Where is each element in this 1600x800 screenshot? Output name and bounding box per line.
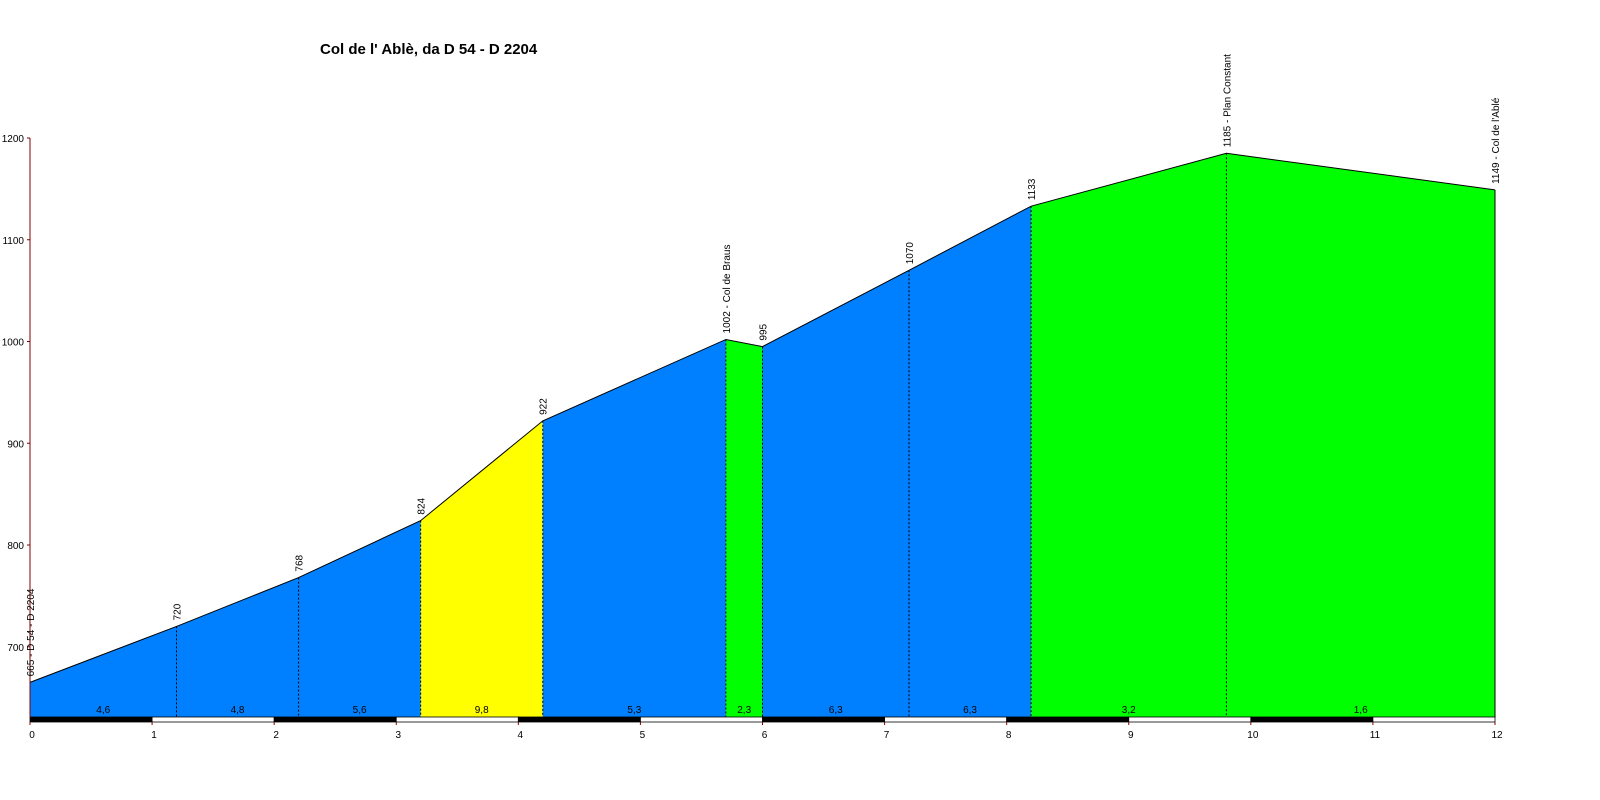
x-tick-label-0: 0 xyxy=(29,730,35,741)
segment-fill-5 xyxy=(725,339,763,718)
gradient-labels: 4,6 4,8 5,6 9,8 5,3 2,3 6,3 6,3 3,2 1,6 xyxy=(96,705,1368,716)
x-tick-label-11: 11 xyxy=(1370,730,1381,741)
point-label-7: 1070 xyxy=(905,242,916,265)
gradient-label-3: 9,8 xyxy=(475,705,489,716)
point-label-4: 922 xyxy=(539,398,550,415)
x-tick-label-4: 4 xyxy=(518,730,524,741)
gradient-label-0: 4,6 xyxy=(96,705,110,716)
profile-fills xyxy=(30,153,1495,718)
gradient-label-4: 5,3 xyxy=(627,705,641,716)
y-tick-label-4: 1100 xyxy=(2,236,24,247)
y-tick-label-5: 1200 xyxy=(2,134,25,145)
x-tick-label-10: 10 xyxy=(1247,730,1259,741)
y-tick-label-2: 900 xyxy=(7,439,24,450)
segment-fill-8 xyxy=(1031,153,1227,718)
gradient-label-7: 6,3 xyxy=(963,705,977,716)
point-label-8: 1133 xyxy=(1027,178,1038,200)
scale-block-8 xyxy=(1006,716,1130,723)
x-tick-label-1: 1 xyxy=(151,730,157,741)
scale-block-1 xyxy=(151,716,275,723)
profile-outline xyxy=(29,152,1496,718)
y-tick-label-0: 700 xyxy=(7,643,24,654)
segment-fill-7 xyxy=(909,206,1032,718)
point-label-2: 768 xyxy=(295,554,306,571)
point-label-1: 720 xyxy=(173,603,184,620)
segment-dividers xyxy=(176,153,1227,718)
point-label-5: 1002 - Col de Braus xyxy=(722,245,733,334)
x-tick-label-8: 8 xyxy=(1006,730,1012,741)
chart-title: Col de l' Ablè, da D 54 - D 2204 xyxy=(320,41,538,58)
segment-fill-4 xyxy=(542,339,726,718)
profile-line xyxy=(29,152,1496,683)
point-label-10: 1149 - Col de l'Ablé xyxy=(1491,97,1502,184)
scale-block-4 xyxy=(517,716,641,723)
scale-block-2 xyxy=(273,716,397,723)
scale-block-6 xyxy=(762,716,885,723)
segment-fill-2 xyxy=(298,520,421,718)
scale-block-5 xyxy=(640,716,763,723)
x-tick-label-12: 12 xyxy=(1491,730,1503,741)
point-label-0: 665 - D 54 - D 2204 xyxy=(26,588,37,676)
y-tick-label-1: 800 xyxy=(7,541,24,552)
segment-fill-3 xyxy=(420,420,543,718)
scale-block-11 xyxy=(1372,716,1496,723)
scale-block-9 xyxy=(1128,716,1252,723)
y-tick-label-3: 1000 xyxy=(2,338,25,349)
x-tick-label-3: 3 xyxy=(395,730,401,741)
gradient-label-1: 4,8 xyxy=(231,705,245,716)
segment-fill-9 xyxy=(1226,153,1495,718)
gradient-label-9: 1,6 xyxy=(1354,705,1368,716)
scale-block-7 xyxy=(884,716,1008,723)
point-label-6: 995 xyxy=(759,323,770,340)
scale-block-3 xyxy=(395,716,519,723)
gradient-label-6: 6,3 xyxy=(829,705,843,716)
segment-fill-1 xyxy=(176,577,299,718)
segment-fill-0 xyxy=(30,626,177,718)
x-tick-label-5: 5 xyxy=(640,730,646,741)
scale-block-10 xyxy=(1250,716,1374,723)
gradient-label-2: 5,6 xyxy=(353,705,367,716)
point-label-3: 824 xyxy=(417,497,428,514)
x-tick-label-2: 2 xyxy=(273,730,279,741)
segment-fill-6 xyxy=(762,270,909,718)
gradient-label-8: 3,2 xyxy=(1122,705,1136,716)
point-labels: 665 - D 54 - D 2204 720 768 824 922 1002 - Co… xyxy=(26,54,1502,677)
scale-block-0 xyxy=(29,716,153,723)
gradient-label-5: 2,3 xyxy=(737,705,751,716)
distance-scale-bar xyxy=(29,716,1496,723)
point-label-9: 1185 - Plan Constant xyxy=(1222,54,1233,147)
x-tick-label-6: 6 xyxy=(762,730,768,741)
x-tick-label-9: 9 xyxy=(1128,730,1134,741)
x-tick-label-7: 7 xyxy=(884,730,890,741)
